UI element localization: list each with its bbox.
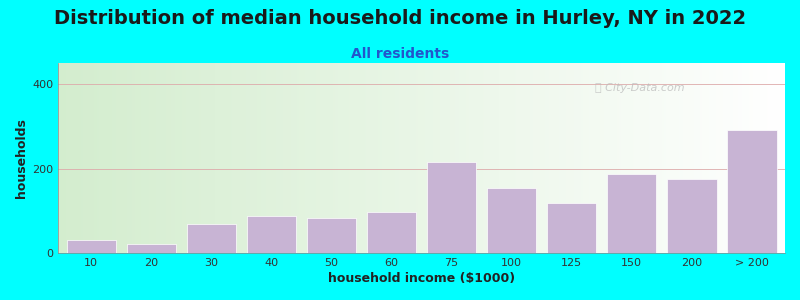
Bar bbox=[607, 174, 657, 253]
Bar bbox=[186, 224, 236, 253]
Bar bbox=[487, 188, 536, 253]
X-axis label: household income ($1000): household income ($1000) bbox=[328, 272, 515, 285]
Bar bbox=[307, 218, 356, 253]
Y-axis label: households: households bbox=[15, 118, 28, 198]
Bar bbox=[547, 203, 596, 253]
Text: Ⓢ City-Data.com: Ⓢ City-Data.com bbox=[595, 83, 685, 93]
Bar bbox=[126, 244, 176, 253]
Text: Distribution of median household income in Hurley, NY in 2022: Distribution of median household income … bbox=[54, 9, 746, 28]
Bar bbox=[246, 216, 296, 253]
Bar bbox=[667, 179, 717, 253]
Bar bbox=[66, 240, 116, 253]
Text: All residents: All residents bbox=[351, 46, 449, 61]
Bar bbox=[727, 130, 777, 253]
Bar bbox=[367, 212, 416, 253]
Bar bbox=[427, 162, 476, 253]
